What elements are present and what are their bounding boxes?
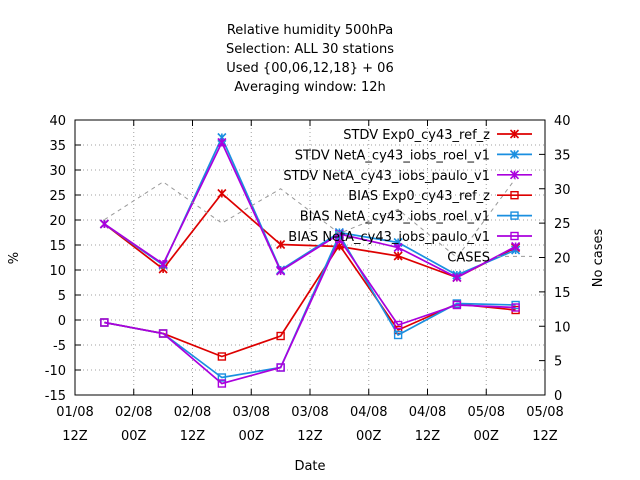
y-tick-label: 10: [49, 264, 66, 279]
y-axis-label: %: [7, 252, 22, 264]
y2-tick-label: 35: [554, 148, 571, 163]
data-point: [393, 251, 403, 261]
y2-tick-label: 5: [554, 355, 562, 370]
y-tick-label: 0: [58, 314, 66, 329]
y-tick-label: -15: [45, 389, 66, 404]
x-axis-label: Date: [294, 459, 325, 474]
legend-marker: [509, 129, 520, 139]
y2-tick-label: 10: [554, 320, 571, 335]
data-point: [393, 242, 403, 253]
x-tick-label: 02/08: [174, 405, 211, 420]
series-line: [103, 192, 517, 279]
legend-marker: [509, 149, 520, 159]
x-tick-label: 03/08: [291, 405, 328, 420]
data-point: [217, 188, 227, 199]
legend-marker: [510, 211, 519, 220]
y-tick-label: -5: [53, 339, 66, 354]
series-bias-neta-cy43-iobs-paulo-v1: [100, 234, 520, 388]
y2-tick-label: 15: [554, 286, 571, 301]
y2-tick-label: 25: [554, 217, 571, 232]
legend: STDV Exp0_cy43_ref_z STDV NetA_cy43_iobs_…: [283, 128, 532, 265]
x-tick-label: 00Z: [239, 429, 265, 444]
chart-title-line: Relative humidity 500hPa: [227, 23, 393, 38]
legend-marker: [510, 190, 519, 200]
y-tick-label: 30: [49, 164, 66, 179]
series-line: [104, 237, 516, 385]
x-tick-label: 12Z: [180, 429, 206, 444]
x-tick-label: 04/08: [409, 405, 446, 420]
series-line: [104, 178, 517, 259]
data-point: [158, 259, 168, 269]
data-point: [217, 137, 227, 148]
y-tick-label: 20: [49, 214, 66, 229]
x-tick-label: 01/08: [56, 405, 93, 420]
legend-label: CASES: [447, 250, 490, 265]
legend-label: BIAS NetA_cy43_iobs_roel_v1: [300, 210, 490, 225]
chart-title-line: Used {00,06,12,18} + 06: [226, 61, 393, 76]
x-tick-label: 02/08: [115, 405, 152, 420]
series-line: [103, 140, 517, 279]
x-tick-label: 05/08: [526, 405, 563, 420]
data-point: [99, 219, 109, 229]
x-tick-label: 00Z: [121, 429, 147, 444]
chart-title: Relative humidity 500hPa Selection: ALL 3…: [226, 23, 394, 95]
legend-label: STDV NetA_cy43_iobs_roel_v1: [295, 148, 490, 163]
x-tick-label: 12Z: [297, 429, 323, 444]
y-tick-label: -10: [45, 364, 66, 379]
y2-tick-label: 30: [554, 183, 571, 198]
x-tick-label: 00Z: [356, 429, 382, 444]
legend-label: BIAS NetA_cy43_iobs_paulo_v1: [288, 230, 490, 245]
legend-marker: [510, 231, 519, 241]
data-point: [452, 300, 462, 310]
y-tick-label: 25: [49, 189, 66, 204]
data-point: [511, 241, 521, 252]
y-tick-label: 40: [49, 114, 66, 129]
x-tick-label: 12Z: [415, 429, 441, 444]
data-point: [393, 320, 403, 330]
y2-tick-label: 0: [554, 389, 562, 404]
data-point: [100, 318, 109, 327]
legend-marker: [509, 170, 520, 180]
y-tick-label: 35: [49, 139, 66, 154]
data-point: [335, 234, 344, 244]
series-cases: [104, 178, 517, 259]
x-tick-label: 12Z: [62, 429, 88, 444]
chart-title-line: Selection: ALL 30 stations: [226, 42, 394, 57]
data-point: [276, 239, 286, 250]
x-tick-label: 00Z: [474, 429, 500, 444]
series-stdv-neta-cy43-iobs-paulo-v1: [99, 137, 521, 283]
x-tick-label: 04/08: [350, 405, 387, 420]
data-point: [217, 379, 227, 388]
data-point: [217, 352, 227, 361]
axis-ticks: 01/08 12Z 02/08 00Z 02/08 12Z 03/08 00Z 03/08 12Z…: [45, 114, 571, 444]
x-tick-label: 05/08: [468, 405, 505, 420]
legend-label: STDV Exp0_cy43_ref_z: [343, 128, 490, 143]
data-point: [452, 272, 462, 283]
y2-tick-label: 20: [554, 252, 571, 267]
x-tick-label: 03/08: [233, 405, 270, 420]
data-point: [276, 331, 285, 341]
y2-axis-label: No cases: [591, 229, 606, 288]
y-tick-label: 5: [58, 289, 66, 304]
x-tick-label: 12Z: [532, 429, 558, 444]
data-point: [393, 330, 403, 340]
y2-tick-label: 40: [554, 114, 571, 129]
data-point: [276, 266, 286, 276]
chart-title-line: Averaging window: 12h: [234, 80, 386, 95]
data-point: [217, 373, 227, 382]
legend-label: STDV NetA_cy43_iobs_paulo_v1: [283, 169, 490, 184]
data-point: [276, 363, 285, 372]
data-point: [158, 329, 168, 338]
y-tick-label: 15: [49, 239, 66, 254]
data-point: [511, 303, 520, 312]
series-lines: [99, 132, 521, 388]
legend-label: BIAS Exp0_cy43_ref_z: [348, 189, 490, 204]
